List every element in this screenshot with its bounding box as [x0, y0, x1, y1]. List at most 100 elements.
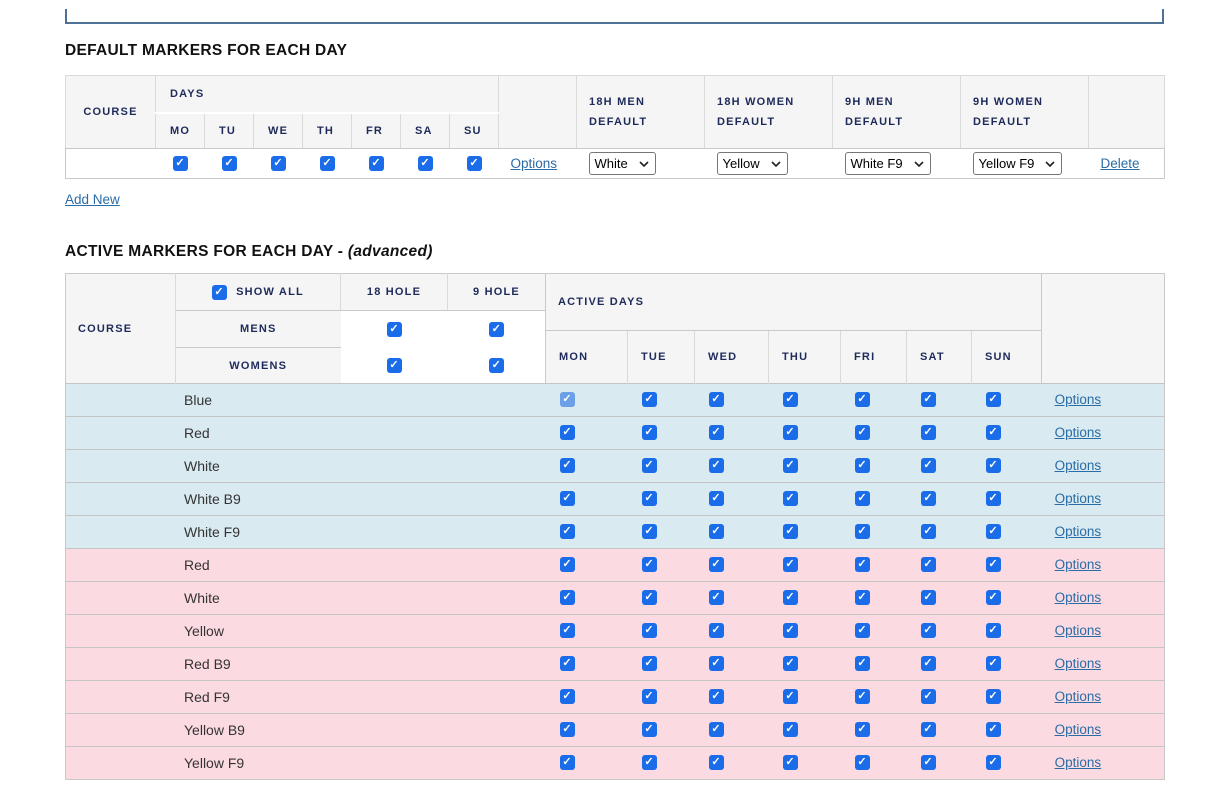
- checkbox-red-tue[interactable]: [641, 557, 657, 573]
- checkbox-white-f9-thu[interactable]: [782, 524, 798, 540]
- womens-9hole-checkbox[interactable]: [488, 357, 504, 373]
- checkbox-red-wed[interactable]: [708, 557, 724, 573]
- checkbox-blue-thu[interactable]: [782, 392, 798, 408]
- mens-9hole-checkbox[interactable]: [488, 321, 504, 337]
- checkbox-red-f9-wed[interactable]: [708, 689, 724, 705]
- checkbox-red-f9-mon[interactable]: [559, 689, 575, 705]
- day-checkbox-th[interactable]: [319, 155, 335, 171]
- checkbox-red-thu[interactable]: [782, 557, 798, 573]
- 18h-men-default-select[interactable]: White: [588, 152, 656, 175]
- checkbox-red-tue[interactable]: [641, 425, 657, 441]
- options-link[interactable]: Options: [1054, 392, 1102, 407]
- checkbox-red-b9-sat[interactable]: [920, 656, 936, 672]
- options-link[interactable]: Options: [1054, 557, 1102, 572]
- checkbox-red-f9-sun[interactable]: [985, 689, 1001, 705]
- checkbox-white-sat[interactable]: [920, 458, 936, 474]
- show-all-checkbox[interactable]: [212, 284, 228, 300]
- options-link[interactable]: Options: [1054, 623, 1102, 638]
- options-link[interactable]: Options: [1054, 425, 1102, 440]
- day-checkbox-mo[interactable]: [172, 155, 188, 171]
- checkbox-blue-sun[interactable]: [985, 392, 1001, 408]
- checkbox-blue-sat[interactable]: [920, 392, 936, 408]
- checkbox-white-f9-fri[interactable]: [854, 524, 870, 540]
- checkbox-white-f9-wed[interactable]: [708, 524, 724, 540]
- checkbox-yellow-f9-wed[interactable]: [708, 755, 724, 771]
- checkbox-white-wed[interactable]: [708, 590, 724, 606]
- checkbox-red-b9-mon[interactable]: [559, 656, 575, 672]
- checkbox-yellow-sat[interactable]: [920, 623, 936, 639]
- checkbox-yellow-f9-mon[interactable]: [559, 755, 575, 771]
- checkbox-white-thu[interactable]: [782, 458, 798, 474]
- womens-18hole-checkbox[interactable]: [386, 357, 402, 373]
- checkbox-yellow-b9-thu[interactable]: [782, 722, 798, 738]
- day-checkbox-sa[interactable]: [417, 155, 433, 171]
- checkbox-blue-tue[interactable]: [641, 392, 657, 408]
- options-link[interactable]: Options: [1054, 491, 1102, 506]
- checkbox-white-mon[interactable]: [559, 458, 575, 474]
- checkbox-red-b9-thu[interactable]: [782, 656, 798, 672]
- checkbox-white-wed[interactable]: [708, 458, 724, 474]
- checkbox-yellow-b9-sun[interactable]: [985, 722, 1001, 738]
- checkbox-yellow-f9-tue[interactable]: [641, 755, 657, 771]
- checkbox-white-b9-sun[interactable]: [985, 491, 1001, 507]
- checkbox-red-f9-thu[interactable]: [782, 689, 798, 705]
- options-link[interactable]: Options: [1054, 458, 1102, 473]
- 9h-women-default-select[interactable]: Yellow F9: [972, 152, 1063, 175]
- checkbox-yellow-tue[interactable]: [641, 623, 657, 639]
- checkbox-blue-fri[interactable]: [854, 392, 870, 408]
- checkbox-white-b9-tue[interactable]: [641, 491, 657, 507]
- 18h-women-default-select[interactable]: Yellow: [716, 152, 788, 175]
- checkbox-white-sun[interactable]: [985, 590, 1001, 606]
- checkbox-white-f9-sat[interactable]: [920, 524, 936, 540]
- checkbox-yellow-fri[interactable]: [854, 623, 870, 639]
- checkbox-yellow-f9-thu[interactable]: [782, 755, 798, 771]
- checkbox-red-wed[interactable]: [708, 425, 724, 441]
- checkbox-white-b9-wed[interactable]: [708, 491, 724, 507]
- checkbox-white-tue[interactable]: [641, 590, 657, 606]
- checkbox-yellow-f9-sun[interactable]: [985, 755, 1001, 771]
- checkbox-yellow-sun[interactable]: [985, 623, 1001, 639]
- options-link[interactable]: Options: [1054, 689, 1102, 704]
- options-link[interactable]: Options: [1054, 755, 1102, 770]
- checkbox-yellow-b9-fri[interactable]: [854, 722, 870, 738]
- checkbox-white-fri[interactable]: [854, 590, 870, 606]
- checkbox-white-tue[interactable]: [641, 458, 657, 474]
- checkbox-red-b9-sun[interactable]: [985, 656, 1001, 672]
- checkbox-white-b9-mon[interactable]: [559, 491, 575, 507]
- checkbox-red-fri[interactable]: [854, 425, 870, 441]
- checkbox-yellow-f9-sat[interactable]: [920, 755, 936, 771]
- checkbox-red-mon[interactable]: [559, 557, 575, 573]
- mens-18hole-checkbox[interactable]: [386, 321, 402, 337]
- checkbox-red-f9-fri[interactable]: [854, 689, 870, 705]
- day-checkbox-su[interactable]: [466, 155, 482, 171]
- checkbox-red-f9-tue[interactable]: [641, 689, 657, 705]
- checkbox-white-b9-sat[interactable]: [920, 491, 936, 507]
- checkbox-white-sun[interactable]: [985, 458, 1001, 474]
- checkbox-red-thu[interactable]: [782, 425, 798, 441]
- checkbox-red-mon[interactable]: [559, 425, 575, 441]
- checkbox-red-sun[interactable]: [985, 557, 1001, 573]
- checkbox-white-f9-tue[interactable]: [641, 524, 657, 540]
- checkbox-yellow-f9-fri[interactable]: [854, 755, 870, 771]
- options-link[interactable]: Options: [1054, 590, 1102, 605]
- checkbox-white-b9-thu[interactable]: [782, 491, 798, 507]
- checkbox-red-b9-fri[interactable]: [854, 656, 870, 672]
- day-checkbox-tu[interactable]: [221, 155, 237, 171]
- checkbox-red-b9-tue[interactable]: [641, 656, 657, 672]
- checkbox-white-f9-mon[interactable]: [559, 524, 575, 540]
- checkbox-yellow-b9-wed[interactable]: [708, 722, 724, 738]
- options-link[interactable]: Options: [510, 155, 558, 171]
- day-checkbox-fr[interactable]: [368, 155, 384, 171]
- checkbox-white-mon[interactable]: [559, 590, 575, 606]
- checkbox-yellow-b9-sat[interactable]: [920, 722, 936, 738]
- options-link[interactable]: Options: [1054, 524, 1102, 539]
- checkbox-blue-wed[interactable]: [708, 392, 724, 408]
- checkbox-yellow-mon[interactable]: [559, 623, 575, 639]
- checkbox-yellow-thu[interactable]: [782, 623, 798, 639]
- checkbox-white-thu[interactable]: [782, 590, 798, 606]
- checkbox-white-fri[interactable]: [854, 458, 870, 474]
- checkbox-white-sat[interactable]: [920, 590, 936, 606]
- checkbox-yellow-b9-tue[interactable]: [641, 722, 657, 738]
- options-link[interactable]: Options: [1054, 656, 1102, 671]
- options-link[interactable]: Options: [1054, 722, 1102, 737]
